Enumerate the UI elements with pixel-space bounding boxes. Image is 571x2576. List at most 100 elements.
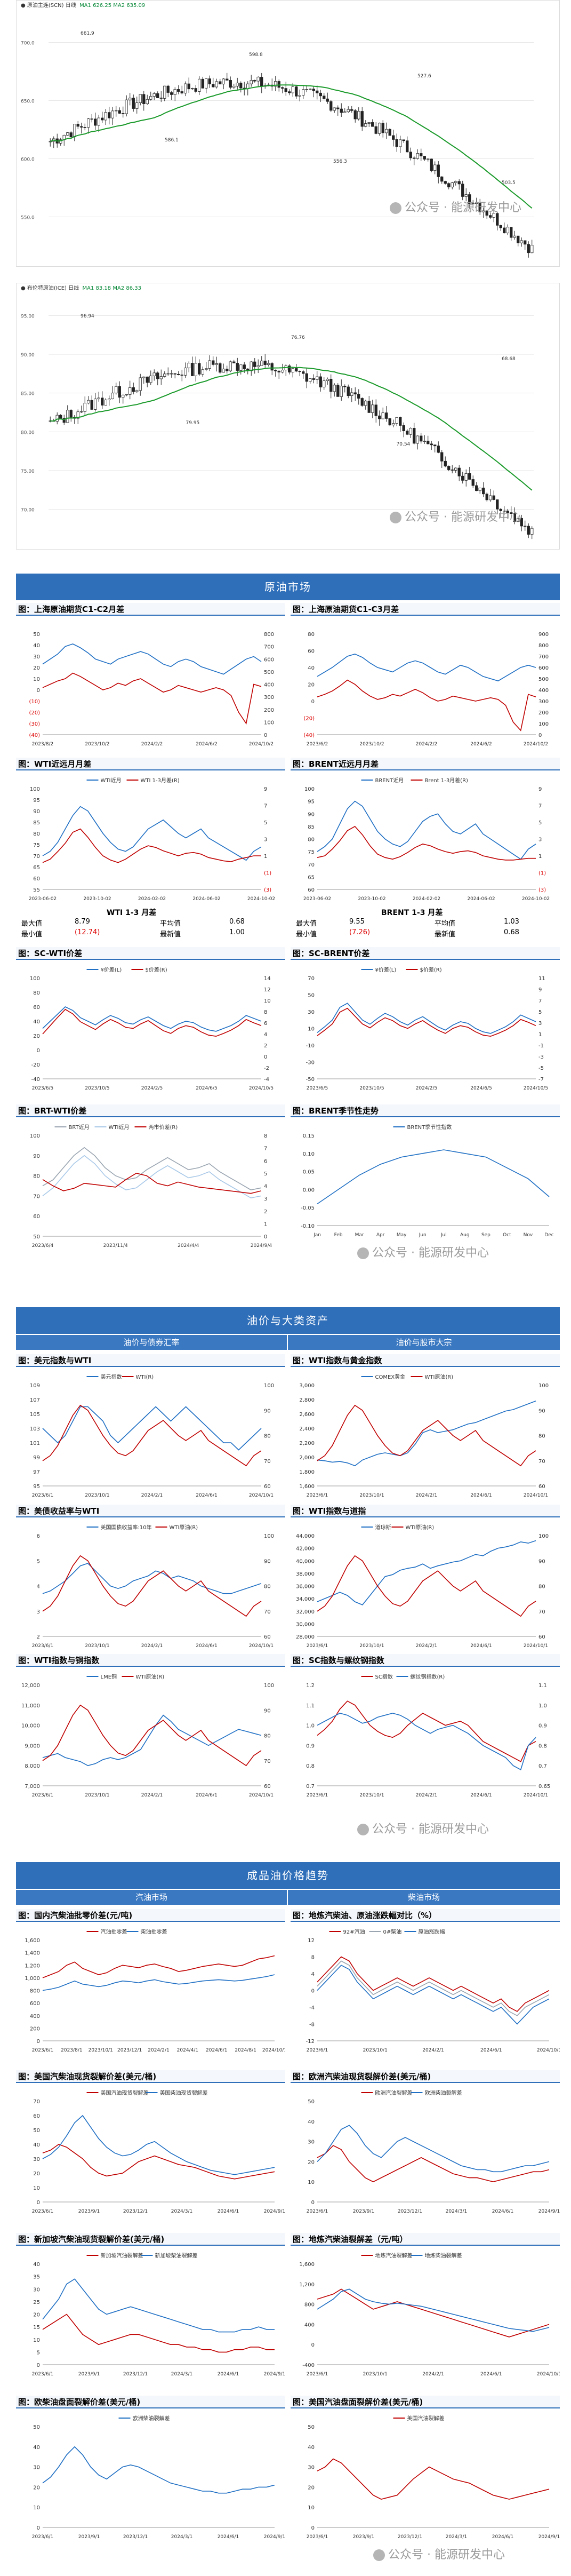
x-tick-label: 2024-02-02 bbox=[413, 896, 440, 902]
series-line bbox=[42, 828, 261, 863]
candle-body bbox=[323, 96, 326, 99]
y-tick-label: 103 bbox=[30, 1426, 40, 1432]
y2-tick-label: 1 bbox=[538, 854, 542, 860]
y-tick-label: 65 bbox=[33, 865, 40, 871]
candle-body bbox=[69, 132, 73, 138]
candle-body bbox=[444, 181, 447, 184]
chart-title-p8: 图：美国汽油盘面裂解价差(美元/桶) bbox=[291, 2396, 560, 2408]
y2-tick-label: 100 bbox=[264, 1383, 274, 1389]
y2-tick-label: -4 bbox=[264, 1077, 269, 1083]
y-tick-label: 95 bbox=[33, 798, 40, 804]
candle-body bbox=[101, 117, 104, 121]
y-tick-label: 60 bbox=[33, 1005, 40, 1011]
y2-tick-label: (1) bbox=[264, 871, 271, 877]
legend-label: WTI近月 bbox=[101, 777, 122, 784]
series-line bbox=[317, 1007, 536, 1037]
candle-body bbox=[402, 425, 405, 431]
y-tick-label: 8 bbox=[311, 1955, 315, 1961]
x-tick-label: 2024/2/1 bbox=[141, 1793, 163, 1798]
chart-title-p7: 图：欧柴油盘面裂解价差(美元/桶) bbox=[16, 2396, 285, 2408]
price-label: 96.94 bbox=[81, 314, 94, 319]
candle-body bbox=[118, 110, 121, 114]
x-tick-label: 2024/10/2 bbox=[249, 742, 274, 747]
y-tick-label: 15 bbox=[33, 2325, 40, 2331]
y-tick-label: 10 bbox=[33, 2505, 40, 2511]
y2-tick-label: 700 bbox=[538, 654, 549, 660]
candle-body bbox=[530, 528, 534, 535]
x-tick-label: 2023/9/1 bbox=[353, 2534, 374, 2540]
y2-tick-label: 60 bbox=[264, 1634, 271, 1640]
candle-body bbox=[485, 494, 488, 500]
stats-label: 最小值 bbox=[296, 931, 317, 939]
subheader-right: 油价与股市大宗 bbox=[396, 1338, 452, 1347]
y-tick-label: 6 bbox=[37, 1533, 40, 1539]
candle-body bbox=[423, 441, 426, 442]
y-tick-label: 0 bbox=[311, 2200, 315, 2206]
subheader-left: 油价与债券汇率 bbox=[16, 1335, 288, 1350]
x-tick-label: 2023/6/1 bbox=[307, 1493, 328, 1498]
candle-body bbox=[177, 89, 180, 92]
y-tick-label: 101 bbox=[30, 1441, 40, 1446]
candle-body bbox=[177, 373, 180, 375]
x-tick-label: 2024/6/1 bbox=[470, 1793, 492, 1798]
kline-header: ● 原油主连(SCN) 日线 MA1 626.25 MA2 635.09 bbox=[21, 3, 145, 9]
stats-label: 平均值 bbox=[435, 920, 456, 928]
candle-body bbox=[146, 376, 149, 383]
y-tick-label: 30 bbox=[308, 2465, 315, 2471]
y-tick-label: 1,800 bbox=[299, 1469, 315, 1475]
wechat-icon bbox=[390, 512, 401, 523]
y-tick-label: 0 bbox=[37, 2525, 40, 2531]
legend-label: 美国汽油裂解差 bbox=[407, 2415, 445, 2422]
candle-body bbox=[298, 95, 301, 97]
chart-c3: WTI近月 WTI 1-3月差(R) 100 95 90 85 80 75 70 65 60 55 9 7… bbox=[16, 774, 285, 904]
y2-tick-label: 9 bbox=[264, 786, 267, 792]
y2-tick-label: -1 bbox=[538, 1043, 544, 1049]
candle-body bbox=[97, 117, 100, 126]
x-tick-label: 2023/10/1 bbox=[359, 1793, 384, 1798]
y-tick-label: 40 bbox=[33, 2445, 40, 2451]
series-line bbox=[317, 1400, 536, 1467]
x-tick-label: 2023/10/1 bbox=[359, 1643, 384, 1649]
legend-label: SC指数 bbox=[375, 1673, 393, 1680]
x-tick-label: 2024-02-02 bbox=[138, 896, 166, 902]
candle-body bbox=[132, 387, 135, 392]
candle-body bbox=[201, 369, 204, 375]
chart-p7: 欧洲柴油裂解差 50 40 30 20 10 0 2023/6/1 2023/9/1 2023/1… bbox=[16, 2412, 285, 2542]
series-line bbox=[42, 1555, 262, 1617]
stats-label: 最大值 bbox=[296, 920, 317, 928]
x-tick-label: 2024/2/1 bbox=[148, 2048, 169, 2053]
y2-tick-label: 7 bbox=[538, 998, 542, 1004]
chart-svg: 50403020100(10)(20)(30)(40)8007006005004… bbox=[29, 632, 274, 747]
wechat-icon bbox=[373, 2549, 385, 2561]
candle-body bbox=[510, 512, 513, 514]
chart-title-p4: 图：欧洲汽柴油现货裂解价差(美元/桶) bbox=[291, 2070, 560, 2083]
y-tick-label: 0 bbox=[37, 2363, 40, 2368]
y-tick-label: 10 bbox=[33, 2185, 40, 2191]
watermark: 公众号 · 能源研发中心 bbox=[357, 1243, 489, 1260]
series-line bbox=[317, 1555, 536, 1617]
series-line bbox=[317, 1956, 550, 2012]
legend-label: 柴油批零差 bbox=[141, 1928, 167, 1935]
stats-value: 1.03 bbox=[504, 918, 519, 926]
candle-body bbox=[510, 227, 513, 238]
candle-body bbox=[360, 398, 364, 406]
stats-label: 最小值 bbox=[21, 931, 43, 939]
chart-title-c4: 图：BRENT近远月月差 bbox=[291, 758, 560, 770]
candle-body bbox=[139, 94, 142, 103]
y2-tick-label: 600 bbox=[264, 657, 274, 663]
x-tick-label: Oct bbox=[503, 1233, 511, 1238]
y-tick-label: 7,000 bbox=[25, 1784, 40, 1790]
candle-body bbox=[49, 141, 52, 142]
legend-label: WTI 1-3月差(R) bbox=[141, 777, 180, 784]
legend-label: 92#汽油 bbox=[343, 1928, 365, 1935]
candle-body bbox=[149, 376, 152, 383]
candle-body bbox=[517, 235, 520, 243]
kline-panel-brent: ● 布伦特原油(ICE) 日线 MA1 83.18 MA2 86.33 95.0… bbox=[16, 283, 560, 550]
candle-body bbox=[256, 77, 260, 82]
candle-body bbox=[433, 164, 437, 171]
candle-body bbox=[146, 99, 149, 104]
candle-body bbox=[59, 415, 62, 419]
x-tick-label: 2024/6/1 bbox=[196, 1643, 217, 1649]
x-tick-label: 2024/10/1 bbox=[524, 1793, 548, 1798]
candle-body bbox=[115, 110, 118, 112]
